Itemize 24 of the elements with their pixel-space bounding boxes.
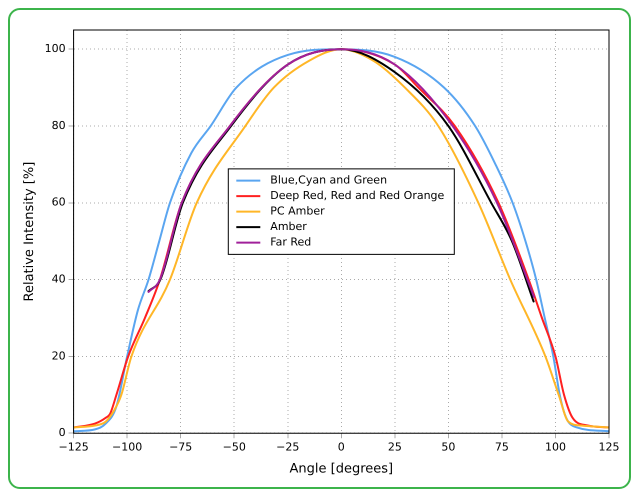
legend-label: PC Amber [270,204,326,218]
y-tick-label: 40 [52,272,66,286]
legend-label: Far Red [270,235,312,248]
x-tick-label: 125 [598,440,620,454]
x-tick-label: 25 [388,440,402,454]
y-tick-label: 80 [52,118,66,132]
legend-label: Blue,Cyan and Green [270,173,388,186]
legend-label: Amber [270,220,308,233]
legend-label: Deep Red, Red and Red Orange [270,188,445,202]
x-tick-label: 0 [338,440,345,454]
y-tick-label: 20 [52,349,66,362]
x-tick-label: −25 [276,440,300,454]
x-tick-label: −125 [58,440,89,454]
y-tick-label: 60 [52,196,66,209]
x-axis-title: Angle [degrees] [289,462,394,477]
x-tick-label: 75 [494,440,509,454]
x-tick-label: −50 [222,440,246,454]
x-tick-label: 50 [441,440,456,454]
y-axis-title: Relative Intensity [%] [22,162,38,302]
x-tick-label: −100 [112,440,142,454]
x-tick-label: 100 [544,440,566,454]
y-tick-label: 0 [58,426,66,440]
x-tick-label: −75 [169,440,192,454]
y-tick-label: 100 [44,42,66,56]
